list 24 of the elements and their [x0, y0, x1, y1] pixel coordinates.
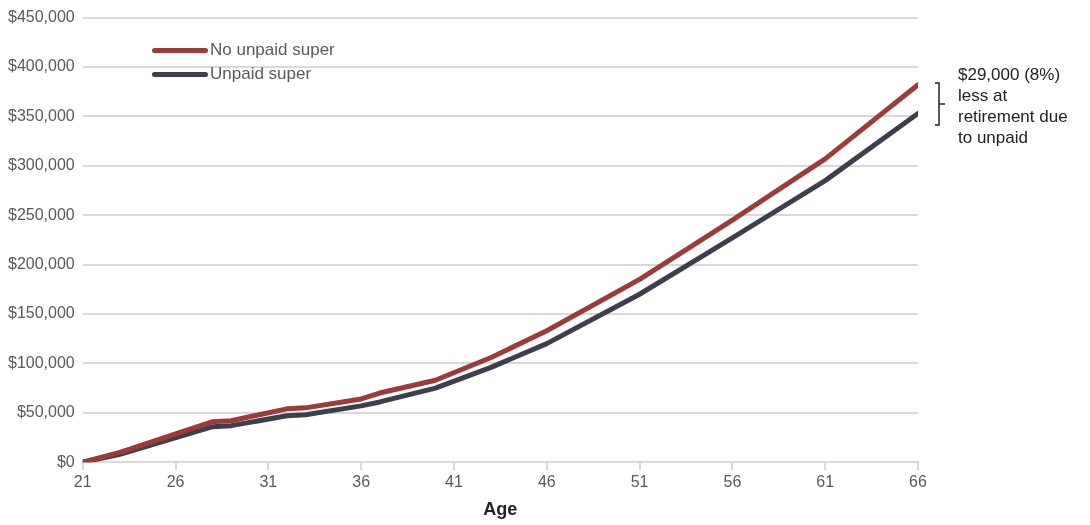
x-tick-label: 31	[259, 473, 278, 491]
legend-label: Unpaid super	[210, 64, 312, 84]
y-tick-label: $200,000	[8, 255, 75, 273]
y-tick-label: $350,000	[8, 106, 75, 124]
y-tick-label: $100,000	[8, 353, 75, 371]
y-tick-label: $0	[56, 452, 75, 470]
x-tick-label: 66	[909, 473, 927, 491]
legend-label: No unpaid super	[210, 40, 335, 60]
x-tick-label: 51	[630, 473, 649, 491]
y-tick-label: $300,000	[8, 156, 75, 174]
x-tick-label: 61	[816, 473, 835, 491]
y-tick-label: $150,000	[8, 304, 75, 322]
x-tick-label: 56	[723, 473, 742, 491]
y-tick-label: $50,000	[16, 403, 75, 421]
y-tick-label: $450,000	[8, 8, 75, 26]
x-axis-title: Age	[483, 499, 518, 520]
y-tick-label: $250,000	[8, 205, 75, 223]
x-tick-label: 41	[445, 473, 463, 491]
y-tick-label: $400,000	[8, 57, 75, 75]
x-tick-label: 26	[166, 473, 185, 491]
x-tick-label: 36	[352, 473, 371, 491]
x-tick-label: 46	[537, 473, 556, 491]
x-tick-label: 21	[73, 473, 92, 491]
text: $29,000 (8%) less at retirement due to unpaid	[958, 64, 1069, 148]
